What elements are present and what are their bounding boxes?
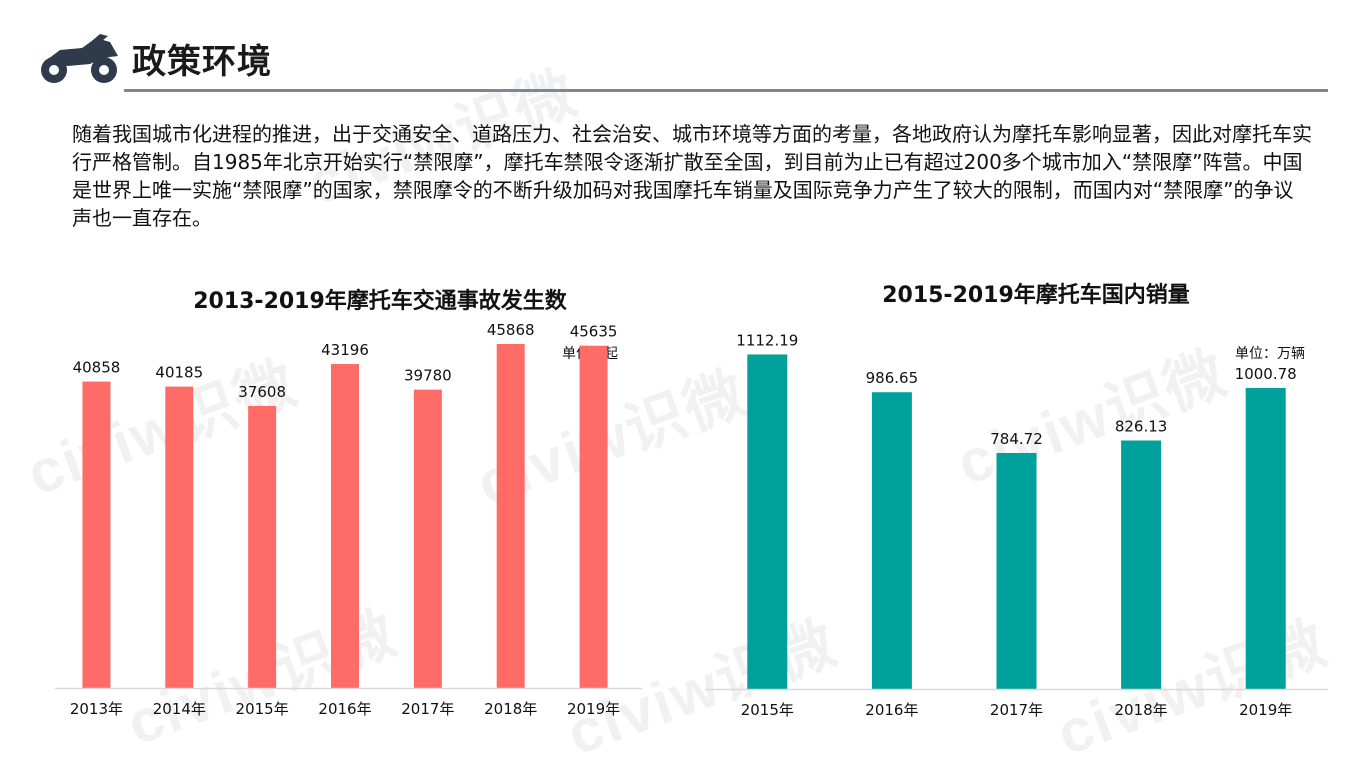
bar <box>996 452 1037 689</box>
data-label: 45868 <box>487 321 535 339</box>
bar <box>871 392 912 689</box>
x-tick-label: 2018年 <box>1115 701 1168 719</box>
x-tick-label: 2015年 <box>236 700 289 718</box>
x-tick-label: 2019年 <box>1239 701 1292 719</box>
x-tick-label: 2018年 <box>484 700 537 718</box>
bar <box>331 364 359 688</box>
chart-unit-label: 单位：万辆 <box>1235 346 1305 362</box>
data-label: 37608 <box>238 383 286 401</box>
intro-paragraph: 随着我国城市化进程的推进，出于交通安全、道路压力、社会治安、城市环境等方面的考量… <box>72 122 1312 230</box>
page-title: 政策环境 <box>132 42 272 82</box>
data-label: 40858 <box>73 359 121 377</box>
data-label: 784.72 <box>990 430 1043 448</box>
header-divider <box>124 89 1328 92</box>
x-tick-label: 2015年 <box>741 701 794 719</box>
data-label: 986.65 <box>866 369 919 387</box>
bar <box>579 345 608 688</box>
x-tick-label: 2017年 <box>990 701 1043 719</box>
data-label: 40185 <box>155 364 203 382</box>
data-label: 826.13 <box>1115 418 1168 436</box>
x-tick-label: 2016年 <box>318 700 371 718</box>
data-label: 45635 <box>570 323 618 341</box>
bar <box>413 389 442 688</box>
motorcycle-icon <box>41 34 118 83</box>
x-tick-label: 2017年 <box>401 700 454 718</box>
bar <box>1245 387 1286 689</box>
bar <box>82 381 111 688</box>
bar <box>1121 440 1162 689</box>
chart-title: 2013-2019年摩托车交通事故发生数 <box>193 288 568 314</box>
bar <box>248 405 277 688</box>
x-tick-label: 2016年 <box>865 701 918 719</box>
x-tick-label: 2013年 <box>70 700 123 718</box>
data-label: 39780 <box>404 367 452 385</box>
sales-chart: 2015-2019年摩托车国内销量单位：万辆 1112.19 2015年 986.65… <box>700 270 1340 734</box>
accident-chart-svg: 2013-2019年摩托车交通事故发生数单位：起408582013年401852… <box>55 288 642 718</box>
x-tick-label: 2019年 <box>567 700 620 718</box>
data-label: 43196 <box>321 341 369 359</box>
bar <box>165 386 194 688</box>
bar <box>747 354 788 689</box>
bar <box>496 343 525 688</box>
page-header: 政策环境 <box>38 28 1328 92</box>
data-label: 1000.78 <box>1235 365 1297 383</box>
data-label: 1112.19 <box>736 331 798 349</box>
x-tick-label: 2014年 <box>153 700 206 718</box>
chart-title: 2015-2019年摩托车国内销量 <box>882 282 1190 308</box>
accident-chart: 2013-2019年摩托车交通事故发生数单位：起408582013年401852… <box>50 270 650 734</box>
